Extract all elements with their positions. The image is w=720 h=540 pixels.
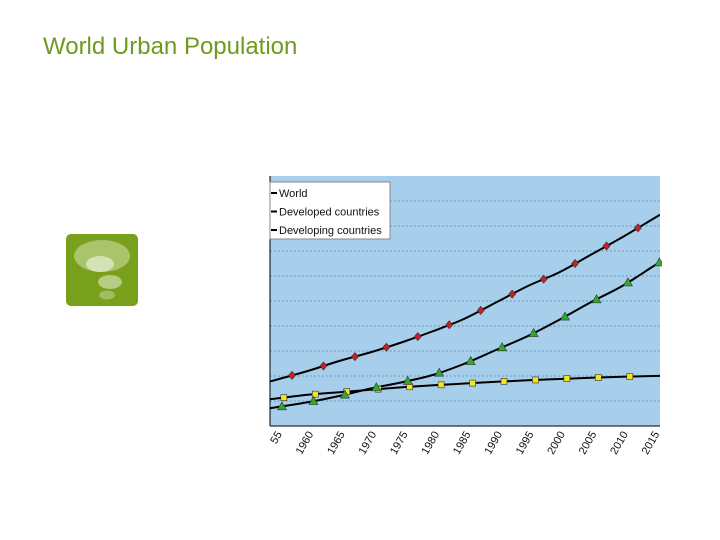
x-tick-label: 55	[268, 430, 285, 447]
x-ticks: 55 1960 1965 1970 1975 1980 1985 1990 1995 2000 20…	[268, 430, 662, 457]
x-tick-label: 2010	[608, 430, 631, 457]
series-0-point	[571, 259, 579, 268]
series-1-point	[595, 374, 602, 381]
series-1-point	[437, 381, 445, 389]
series-2-point	[465, 355, 476, 365]
series-0-point	[602, 241, 611, 251]
series-2-point	[497, 342, 508, 352]
legend-entry: Developing countries	[279, 225, 382, 237]
series-0-point	[382, 342, 391, 352]
series-1-point	[626, 373, 634, 380]
series-2-point	[402, 375, 413, 385]
x-tick-label: 1985	[451, 430, 474, 457]
series-2-point	[654, 257, 662, 267]
series-1-point	[563, 375, 571, 382]
legend-entry: World	[279, 188, 308, 200]
series-2-point	[308, 396, 319, 405]
series-2-point	[560, 311, 571, 321]
series-1-point	[311, 390, 319, 398]
series-2-point	[434, 367, 445, 377]
series-0-point	[319, 361, 328, 371]
page-title: World Urban Population	[43, 33, 298, 60]
series-0-point	[634, 223, 642, 233]
legend-box	[269, 181, 391, 240]
speech-bubbles-icon	[66, 234, 138, 306]
series-line-2	[270, 260, 660, 410]
x-tick-label: 2015	[640, 430, 662, 457]
x-tick-label: 1975	[388, 430, 411, 457]
series-2-point	[622, 277, 633, 287]
legend-entry: Developed countries	[279, 207, 380, 219]
series-2-point	[591, 294, 602, 304]
series-0-point	[413, 332, 422, 342]
x-tick-label: 1980	[420, 430, 443, 457]
series-line-0	[270, 213, 660, 383]
series-0-point	[445, 320, 454, 330]
legend: World Developed countries Developing count…	[269, 181, 391, 240]
x-tick-label: 1990	[482, 430, 505, 457]
series-1-point	[280, 394, 288, 401]
series-2-point	[276, 401, 287, 411]
x-tick-label: 1965	[325, 430, 348, 457]
x-tick-label: 2000	[545, 430, 568, 457]
x-tick-label: 1970	[357, 430, 380, 457]
series-0-point	[351, 352, 359, 362]
series-1-point	[500, 378, 508, 385]
urban-population-chart: 55 1960 1965 1970 1975 1980 1985 1990 1995 2000 20…	[268, 176, 662, 457]
series-0-point	[288, 370, 296, 380]
x-tick-label: 1960	[294, 430, 317, 457]
series-2-point	[339, 389, 350, 399]
series-1-point	[469, 379, 476, 387]
x-tick-label: 2005	[577, 430, 600, 457]
series-0-point	[476, 305, 485, 315]
series-2-point	[528, 327, 539, 337]
x-tick-label: 1995	[514, 430, 537, 457]
series-markers	[276, 223, 662, 411]
series-0-point	[539, 274, 548, 284]
series-1-point	[532, 376, 539, 384]
series-0-point	[508, 289, 517, 299]
series-2-point	[371, 382, 382, 392]
